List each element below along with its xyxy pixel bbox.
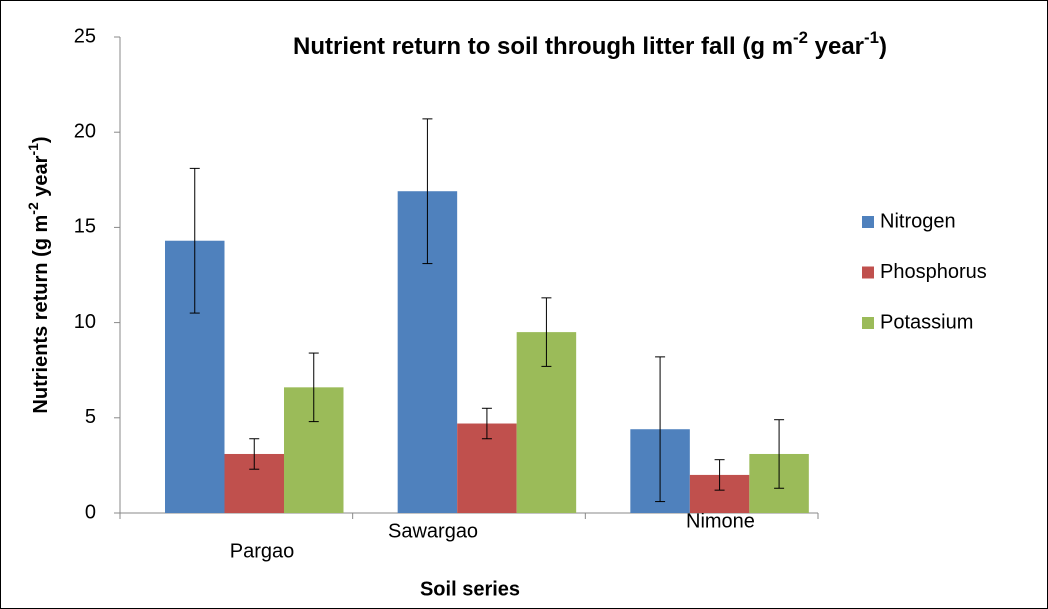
error-bar	[481, 407, 492, 440]
legend-swatch	[862, 216, 874, 228]
superscript: -2	[25, 202, 41, 215]
superscript: -1	[25, 143, 41, 156]
y-axis-label: Nutrients return (g m-2 year-1)	[25, 136, 53, 413]
text-part: year	[808, 33, 864, 60]
text-part: Nutrients return (g m	[30, 215, 52, 414]
error-bar	[655, 356, 666, 503]
text-part: )	[879, 33, 887, 60]
error-bar	[308, 352, 319, 423]
x-axis-label: Soil series	[420, 578, 520, 600]
chart-title: Nutrient return to soil through litter f…	[293, 28, 887, 60]
y-tick-label: 0	[85, 501, 96, 523]
error-bar	[714, 459, 725, 491]
error-bar	[774, 419, 785, 489]
superscript: -1	[864, 28, 879, 47]
x-tick-label: Nimone	[686, 510, 755, 532]
error-bar	[189, 167, 200, 314]
text-part: )	[30, 136, 52, 143]
y-tick-label: 20	[74, 120, 96, 142]
legend-label: Nitrogen	[880, 210, 956, 232]
legend-label: Phosphorus	[880, 261, 987, 283]
error-bar	[422, 118, 433, 265]
x-tick-label: Sawargao	[388, 520, 478, 542]
y-tick-label: 15	[74, 216, 96, 238]
x-tick-label: Pargao	[230, 540, 295, 562]
text-part: Nutrient return to soil through litter f…	[293, 33, 793, 60]
text-part: year	[30, 155, 52, 202]
legend-swatch	[862, 266, 874, 279]
superscript: -2	[793, 28, 808, 47]
error-bar	[249, 438, 260, 470]
y-tick-label: 5	[85, 406, 96, 428]
legend-swatch	[862, 317, 874, 329]
legend-label: Potassium	[880, 311, 973, 333]
y-tick-label: 25	[74, 25, 96, 47]
error-bar	[541, 297, 552, 367]
y-tick-label: 10	[74, 311, 96, 333]
